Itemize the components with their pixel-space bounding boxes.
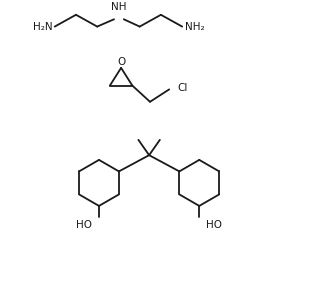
Text: NH₂: NH₂ [185, 22, 204, 32]
Text: NH: NH [111, 2, 126, 12]
Text: HO: HO [206, 220, 222, 230]
Text: Cl: Cl [177, 83, 188, 93]
Text: O: O [117, 57, 125, 67]
Text: H₂N: H₂N [33, 22, 52, 32]
Text: HO: HO [76, 220, 93, 230]
